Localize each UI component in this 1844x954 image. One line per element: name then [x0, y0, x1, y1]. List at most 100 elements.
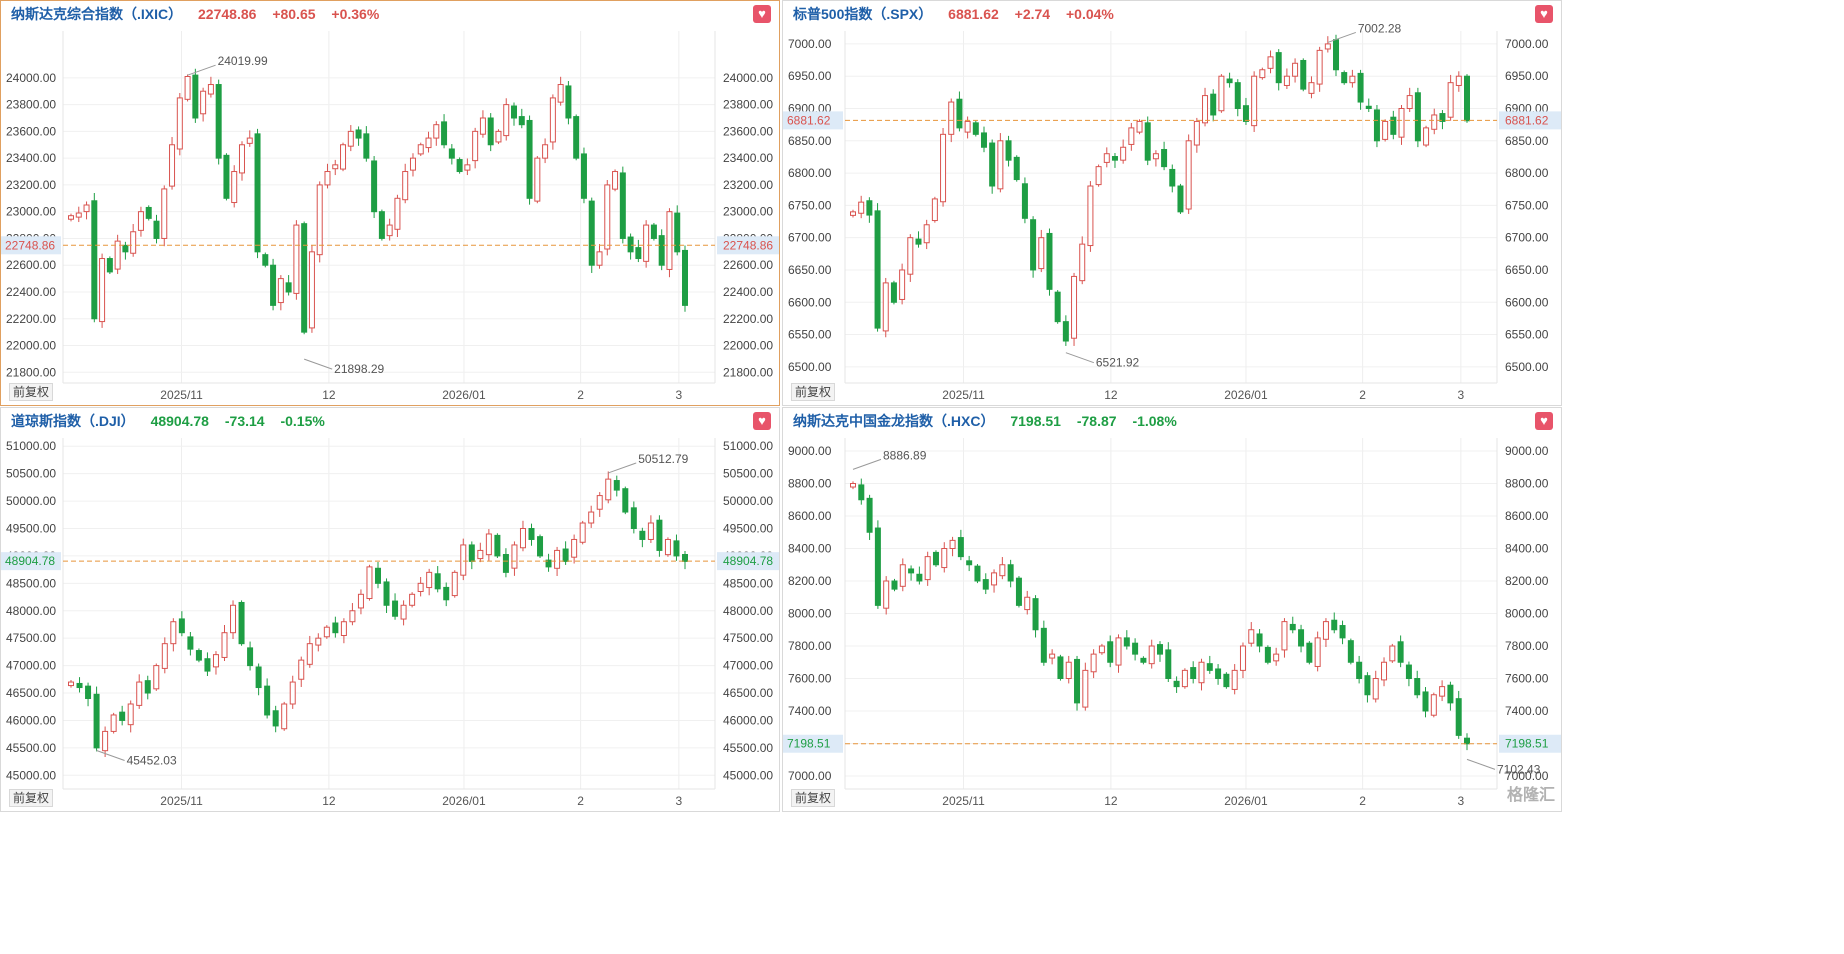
candle-body — [858, 484, 865, 501]
y-tick-label-left: 23400.00 — [6, 151, 56, 165]
candle-body — [456, 159, 463, 173]
high-leader — [608, 462, 637, 474]
candle-body — [647, 522, 654, 540]
y-tick-label-right: 9000.00 — [1505, 444, 1549, 458]
candle-body — [386, 224, 393, 237]
candle-body — [91, 200, 98, 320]
candle-body — [301, 223, 308, 333]
candle-body — [1231, 669, 1238, 690]
index-change-pct: -1.08% — [1132, 413, 1177, 429]
candle-body — [1071, 275, 1078, 339]
chart-panel-ixic[interactable]: 纳斯达克综合指数（.IXIC） 22748.86 +80.65 +0.36% ♥… — [0, 0, 780, 406]
index-price: 22748.86 — [198, 6, 257, 22]
chart-panel-spx[interactable]: 标普500指数（.SPX） 6881.62 +2.74 +0.04% ♥ 202… — [782, 0, 1562, 406]
candle-body — [472, 130, 479, 162]
candle-body — [161, 188, 168, 239]
candle-body — [502, 554, 509, 573]
x-tick-label: 2026/01 — [1224, 794, 1268, 808]
last-price-tag-right — [717, 236, 779, 255]
chart-panel-dji[interactable]: 道琼斯指数（.DJI） 48904.78 -73.14 -0.15% ♥ 202… — [0, 407, 780, 812]
adjust-mode-button[interactable]: 前复权 — [9, 789, 54, 807]
candle-body — [1423, 127, 1430, 146]
x-tick-label: 3 — [676, 794, 683, 808]
y-tick-label-right: 7000.00 — [1505, 769, 1549, 783]
favorite-heart-icon[interactable]: ♥ — [753, 5, 771, 23]
candle-body — [169, 144, 176, 187]
y-tick-label-left: 7000.00 — [788, 37, 832, 51]
candle-body — [340, 621, 347, 637]
candle-body — [93, 693, 100, 749]
y-tick-label-left: 47000.00 — [6, 659, 56, 673]
favorite-heart-icon[interactable]: ♥ — [1535, 412, 1553, 430]
candle-body — [448, 148, 455, 159]
candle-body — [989, 142, 996, 187]
candle-body — [1065, 661, 1072, 679]
candle-body — [899, 269, 906, 300]
x-tick-label: 2025/11 — [942, 388, 985, 402]
y-tick-label-left: 8400.00 — [788, 542, 832, 556]
adjust-mode-button[interactable]: 前复权 — [9, 383, 54, 401]
candle-body — [272, 710, 279, 727]
candle-body — [1341, 72, 1348, 84]
candle-body — [999, 564, 1006, 577]
y-tick-label-left: 6950.00 — [788, 69, 832, 83]
x-tick-label: 2 — [1359, 794, 1366, 808]
y-tick-label-left: 6550.00 — [788, 328, 832, 342]
candle-body — [212, 654, 219, 668]
candle-body — [923, 224, 930, 244]
candle-body — [1242, 105, 1249, 122]
y-tick-label-right: 6500.00 — [1505, 360, 1549, 374]
index-name[interactable]: 标普500指数（.SPX） — [793, 6, 933, 22]
y-tick-label-left: 50000.00 — [6, 494, 56, 508]
candle-body — [874, 210, 881, 329]
candle-body — [1087, 185, 1094, 247]
y-tick-label-left: 8000.00 — [788, 607, 832, 621]
index-name[interactable]: 道琼斯指数（.DJI） — [11, 413, 135, 429]
adjust-mode-button[interactable]: 前复权 — [791, 789, 836, 807]
candle-body — [1198, 661, 1205, 684]
candle-body — [1107, 641, 1114, 663]
candle-body — [1157, 644, 1163, 655]
candle-body — [195, 650, 202, 661]
candlestick-chart[interactable]: 2025/11 12 2026/01 2 3 9000.00 9000.00 8800.00 8… — [783, 408, 1563, 813]
favorite-heart-icon[interactable]: ♥ — [1535, 5, 1553, 23]
x-tick-label: 12 — [322, 388, 336, 402]
y-tick-label-left: 6800.00 — [788, 166, 832, 180]
candle-body — [76, 682, 83, 689]
candle-body — [1405, 664, 1412, 680]
candle-body — [966, 560, 973, 566]
y-tick-label-right: 7600.00 — [1505, 672, 1549, 686]
candle-body — [68, 681, 74, 687]
candle-body — [1306, 642, 1313, 663]
candle-body — [378, 211, 385, 239]
candle-body — [850, 211, 856, 216]
high-annotation: 8886.89 — [883, 448, 927, 462]
chart-panel-hxc[interactable]: 纳斯达克中国金龙指数（.HXC） 7198.51 -78.87 -1.08% ♥… — [782, 407, 1562, 812]
favorite-heart-icon[interactable]: ♥ — [753, 412, 771, 430]
candle-body — [1148, 645, 1155, 665]
candle-body — [1365, 105, 1372, 110]
candle-body — [479, 117, 486, 135]
candlestick-chart[interactable]: 2025/11 12 2026/01 2 3 7000.00 7000.00 6950.00 6… — [783, 1, 1563, 407]
candle-body — [1390, 116, 1397, 135]
x-tick-label: 2 — [577, 794, 584, 808]
candle-body — [554, 549, 561, 569]
index-name[interactable]: 纳斯达克综合指数（.IXIC） — [11, 6, 183, 22]
candle-body — [1005, 140, 1012, 161]
candle-body — [605, 478, 612, 501]
adjust-mode-button[interactable]: 前复权 — [791, 383, 836, 401]
index-name[interactable]: 纳斯达克中国金龙指数（.HXC） — [793, 413, 995, 429]
candlestick-chart[interactable]: 2025/11 12 2026/01 2 3 51000.00 51000.00 50500.… — [1, 408, 781, 813]
candle-body — [866, 497, 873, 533]
candle-body — [666, 211, 673, 270]
candle-body — [1248, 629, 1255, 644]
candle-body — [207, 84, 214, 95]
candlestick-chart[interactable]: 2025/11 12 2026/01 2 3 24000.00 24000.00 23800.… — [1, 1, 781, 407]
candle-body — [588, 200, 595, 266]
y-tick-label-left: 8600.00 — [788, 509, 832, 523]
candle-body — [262, 254, 269, 266]
candle-body — [363, 133, 370, 159]
y-tick-label-left: 6850.00 — [788, 134, 832, 148]
candle-body — [1046, 232, 1053, 290]
y-tick-label-left: 22400.00 — [6, 285, 56, 299]
